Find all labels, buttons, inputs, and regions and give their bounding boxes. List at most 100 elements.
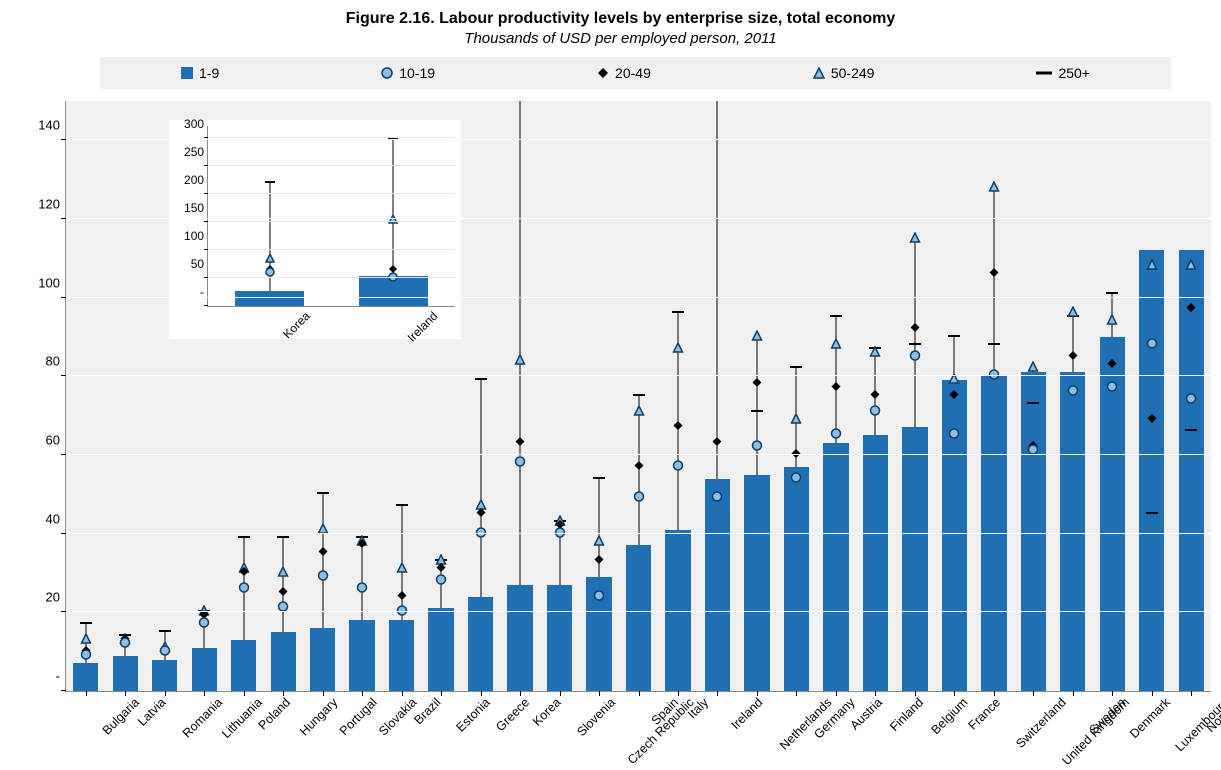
marker-250plus bbox=[554, 520, 566, 522]
country-column: Spain bbox=[619, 101, 658, 691]
country-column: Slovenia bbox=[540, 101, 579, 691]
legend-item: 250+ bbox=[1036, 65, 1090, 81]
marker-250plus bbox=[948, 335, 960, 337]
x-axis-label: Finland bbox=[883, 691, 926, 734]
marker-250plus bbox=[238, 536, 250, 538]
bar-1-9 bbox=[902, 427, 927, 691]
bar-1-9 bbox=[389, 620, 414, 691]
y-axis-label: 80 bbox=[46, 354, 60, 369]
marker-250plus bbox=[435, 559, 447, 561]
figure-subtitle: Thousands of USD per employed person, 20… bbox=[10, 30, 1221, 47]
x-axis-label: Latvia bbox=[131, 691, 169, 729]
bar-1-9 bbox=[1179, 250, 1204, 691]
inset-chart: KoreaIreland -50100150200250300 bbox=[169, 120, 461, 338]
legend-label: 10-19 bbox=[399, 65, 435, 81]
marker-250plus bbox=[119, 634, 131, 636]
inset-y-label: 200 bbox=[184, 173, 204, 187]
inset-y-label: 250 bbox=[184, 145, 204, 159]
inset-y-label: 50 bbox=[191, 257, 204, 271]
marker-250plus bbox=[988, 343, 1000, 345]
x-axis-label: Hungary bbox=[293, 691, 341, 739]
country-column: Czech Republic bbox=[579, 101, 618, 691]
bar-1-9 bbox=[235, 291, 304, 306]
country-column: Switzerland bbox=[974, 101, 1013, 691]
legend-item: 20-49 bbox=[597, 65, 651, 81]
bar-1-9 bbox=[231, 640, 256, 691]
bar-1-9 bbox=[823, 443, 848, 691]
x-axis-label: Ireland bbox=[725, 691, 766, 732]
x-axis-label: Slovenia bbox=[570, 691, 618, 739]
country-column: United Kingdom bbox=[1014, 101, 1053, 691]
country-column: France bbox=[935, 101, 974, 691]
x-axis-label: Romania bbox=[175, 691, 225, 741]
country-column: Belgium bbox=[895, 101, 934, 691]
legend-label: 20-49 bbox=[615, 65, 651, 81]
x-axis-label: Greece bbox=[489, 691, 532, 734]
country-column: Norway bbox=[1172, 101, 1211, 691]
bar-1-9 bbox=[784, 467, 809, 691]
marker-250plus bbox=[790, 366, 802, 368]
bar-1-9 bbox=[547, 585, 572, 691]
inset-country-column: Korea bbox=[208, 126, 331, 305]
bar-1-9 bbox=[586, 577, 611, 691]
marker-250plus bbox=[317, 492, 329, 494]
bar-1-9 bbox=[113, 656, 138, 691]
legend: 1-9 10-19 20-49 50-249 250+ bbox=[100, 57, 1171, 89]
legend-label: 1-9 bbox=[199, 65, 219, 81]
marker-250plus bbox=[1146, 512, 1158, 514]
bar-1-9 bbox=[310, 628, 335, 691]
country-column: Austria bbox=[816, 101, 855, 691]
marker-250plus bbox=[672, 311, 684, 313]
x-axis-label: Korea bbox=[526, 691, 564, 729]
x-axis-label: Brazil bbox=[407, 691, 443, 727]
marker-250plus bbox=[80, 622, 92, 624]
marker-250plus bbox=[633, 394, 645, 396]
x-axis-label: Switzerland bbox=[1009, 691, 1069, 751]
y-axis-label: 120 bbox=[38, 197, 60, 212]
y-axis-label: 60 bbox=[46, 433, 60, 448]
inset-y-label: 300 bbox=[184, 117, 204, 131]
x-axis-label: Denmark bbox=[1123, 691, 1173, 741]
bar-1-9 bbox=[626, 545, 651, 691]
legend-label: 50-249 bbox=[831, 65, 875, 81]
figure-title: Figure 2.16. Labour productivity levels … bbox=[10, 10, 1221, 28]
x-axis-label: Estonia bbox=[449, 691, 493, 735]
marker-250plus bbox=[869, 347, 881, 349]
bar-1-9 bbox=[271, 632, 296, 691]
bar-1-9 bbox=[863, 435, 888, 691]
inset-y-label: 150 bbox=[184, 201, 204, 215]
legend-item: 10-19 bbox=[381, 65, 435, 81]
legend-label: 250+ bbox=[1058, 65, 1090, 81]
country-column: Finland bbox=[856, 101, 895, 691]
inset-y-label: 100 bbox=[184, 229, 204, 243]
country-column: Italy bbox=[658, 101, 697, 691]
marker-250plus bbox=[265, 181, 275, 183]
bar-1-9 bbox=[73, 663, 98, 691]
bar-1-9 bbox=[705, 479, 730, 691]
country-column: Ireland bbox=[698, 101, 737, 691]
marker-250plus bbox=[1027, 402, 1039, 404]
marker-250plus bbox=[593, 477, 605, 479]
marker-250plus bbox=[356, 536, 368, 538]
marker-250plus bbox=[396, 504, 408, 506]
y-axis-label: 40 bbox=[46, 511, 60, 526]
inset-x-label: Korea bbox=[277, 306, 312, 341]
bar-1-9 bbox=[359, 276, 428, 306]
country-column: Luxembourg bbox=[1132, 101, 1171, 691]
bar-1-9 bbox=[428, 608, 453, 691]
inset-x-label: Ireland bbox=[402, 306, 441, 345]
y-axis-label: 140 bbox=[38, 118, 60, 133]
bar-1-9 bbox=[152, 660, 177, 691]
bar-1-9 bbox=[981, 376, 1006, 691]
country-column: Bulgaria bbox=[66, 101, 105, 691]
marker-250plus bbox=[277, 536, 289, 538]
inset-country-column: Ireland bbox=[332, 126, 455, 305]
bar-1-9 bbox=[1100, 337, 1125, 691]
marker-250plus bbox=[1067, 315, 1079, 317]
bar-1-9 bbox=[744, 475, 769, 691]
x-axis-label: Belgium bbox=[924, 691, 970, 737]
marker-250plus bbox=[751, 410, 763, 412]
bar-1-9 bbox=[192, 648, 217, 691]
legend-item: 50-249 bbox=[813, 65, 875, 81]
marker-250plus bbox=[159, 630, 171, 632]
